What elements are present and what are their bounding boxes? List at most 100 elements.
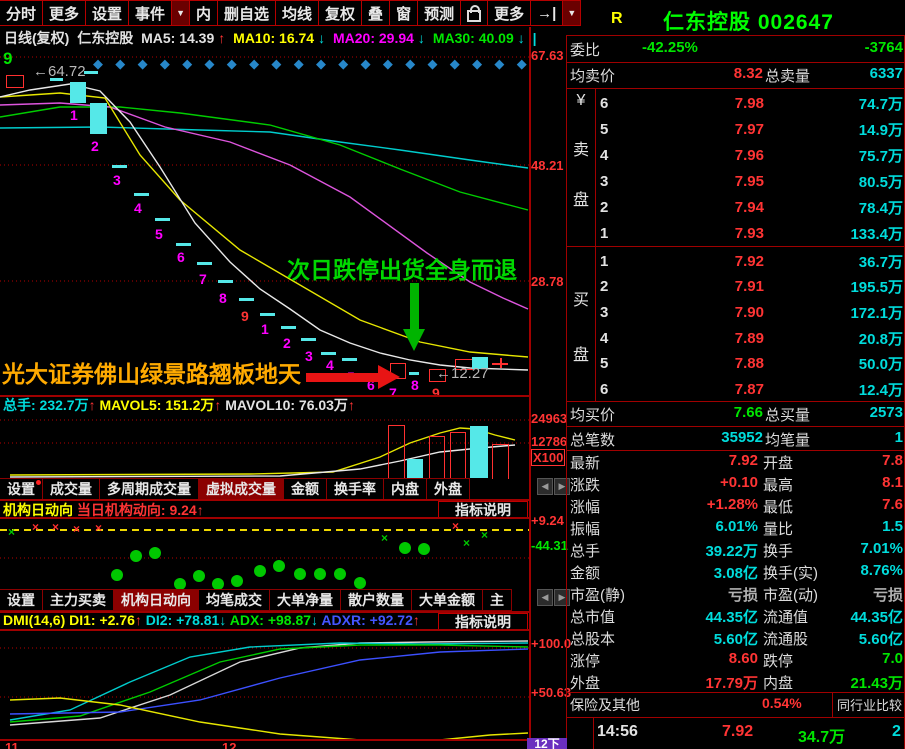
ind-tab-0[interactable]: 设置: [0, 589, 43, 611]
stat-left-value: 5.60亿: [713, 631, 758, 648]
vol-tab-6[interactable]: 内盘: [383, 478, 427, 500]
volume-panel[interactable]: 总手: 232.7万↑ MAVOL5: 151.2万↑ MAVOL10: 76.…: [0, 395, 529, 479]
stat-right-value: 21.43万: [850, 675, 903, 692]
right-arrow-head: [378, 365, 400, 389]
toolbar-lock-icon[interactable]: [460, 0, 489, 26]
ask-row-3[interactable]: 3 7.95 80.5万: [595, 168, 904, 194]
annotation-sell-text: 次日跌停出货全身而退: [287, 257, 517, 283]
bid-price: 7.87: [734, 381, 764, 398]
ask-volume: 75.7万: [858, 147, 903, 165]
ind-tab-3[interactable]: 均笔成交: [198, 589, 270, 611]
ask-row-1[interactable]: 1 7.93 133.4万: [595, 220, 904, 246]
vol-tab-5[interactable]: 换手率: [326, 478, 384, 500]
dmi-adx-down-icon: ↓: [311, 612, 319, 628]
vol-tab-4[interactable]: 金额: [283, 478, 327, 500]
quote-separator: [567, 692, 904, 693]
bid-row-4[interactable]: 4 7.89 20.8万: [595, 325, 904, 351]
ind-tab-6[interactable]: 大单金额: [411, 589, 483, 611]
drop-count-label: 7: [199, 271, 207, 287]
tab-prev-button-2[interactable]: ◀: [537, 589, 553, 606]
dmi-plot[interactable]: [0, 630, 529, 740]
stat-left-value: 亏损: [727, 587, 758, 604]
toolbar-button-0[interactable]: 分时: [0, 0, 44, 26]
drop-count-label: 9: [241, 308, 249, 324]
toolbar-to-end-icon[interactable]: →|: [530, 0, 564, 26]
stock-title: 仁东控股 002647: [663, 11, 834, 34]
stat-left-label: 涨幅: [570, 499, 601, 516]
toolbar-dropdown-icon-4[interactable]: ▼: [171, 0, 190, 26]
bid-row-1[interactable]: 1 7.92 36.7万: [595, 248, 904, 274]
axis-label: 28.78: [531, 274, 564, 289]
bid-row-2[interactable]: 2 7.91 195.5万: [595, 274, 904, 300]
toolbar-button-1[interactable]: 更多: [42, 0, 87, 26]
bid-volume: 12.4万: [858, 382, 903, 399]
stat-left-label: 涨跌: [570, 477, 601, 494]
toolbar-button-8[interactable]: 复权: [318, 0, 363, 26]
toolbar-dropdown-icon-15[interactable]: ▼: [562, 0, 582, 26]
ask-row-5[interactable]: 5 7.97 14.9万: [595, 116, 904, 142]
toolbar-button-11[interactable]: 预测: [417, 0, 462, 26]
ask-level: 6: [600, 94, 609, 112]
drop-count-label: 8: [219, 290, 227, 306]
inst-plot[interactable]: × × × × × × × × ×: [0, 518, 529, 589]
limit-down-marker-icon: ◆: [316, 56, 326, 71]
ask-row-6[interactable]: 6 7.98 74.7万: [595, 90, 904, 116]
ind-tab-4[interactable]: 大单净量: [269, 589, 341, 611]
ind-tab-5[interactable]: 散户数量: [340, 589, 412, 611]
toolbar-button-3[interactable]: 事件: [128, 0, 173, 26]
tab-prev-button[interactable]: ◀: [537, 478, 553, 495]
stat-left-value: +0.10: [720, 474, 758, 491]
bid-row-3[interactable]: 3 7.90 172.1万: [595, 299, 904, 325]
drop-count-label: 6: [177, 249, 185, 265]
inst-title: 机构日动向: [3, 502, 73, 518]
toolbar-button-5[interactable]: 内: [188, 0, 218, 26]
ma5-label: MA5: 14.39: [141, 30, 215, 46]
ask-price: 7.94: [734, 198, 764, 216]
toolbar-button-13[interactable]: 更多: [487, 0, 532, 26]
quote-separator: [567, 450, 904, 451]
vol-tab-3[interactable]: 虚拟成交量: [198, 478, 284, 500]
toolbar-button-10[interactable]: 窗: [389, 0, 419, 26]
limit-down-marker-icon: ◆: [516, 56, 527, 71]
dmi-di1-up-icon: ↑: [134, 612, 142, 628]
ask-price: 7.93: [734, 224, 764, 242]
drop-count-label: 3: [113, 172, 121, 188]
vol-tab-1[interactable]: 成交量: [42, 478, 100, 500]
vol-tab-7[interactable]: 外盘: [426, 478, 470, 500]
chart-period-label: 日线(复权): [4, 30, 70, 46]
stat-right-label: 最低: [763, 499, 794, 516]
panel-separator: [0, 739, 531, 741]
lots-row: 总笔数 35952 均笔量 1: [567, 429, 904, 451]
bid-row-5[interactable]: 5 7.88 50.0万: [595, 351, 904, 377]
main-price-chart[interactable]: 9 ←64.72 ←12.27 次日跌停出货全身而退 光大证券佛山绿景路翘板地天…: [0, 47, 529, 395]
vol-tab-2[interactable]: 多周期成交量: [99, 478, 199, 500]
candle: [239, 298, 254, 301]
ask-row-4[interactable]: 4 7.96 75.7万: [595, 142, 904, 168]
peer-compare-button[interactable]: 同行业比较: [837, 698, 903, 713]
toolbar-button-6[interactable]: 删自选: [217, 0, 277, 26]
ask-price: 7.97: [734, 120, 764, 138]
candle: [176, 243, 191, 246]
toolbar-button-2[interactable]: 设置: [85, 0, 130, 26]
limit-down-marker-icon: ◆: [137, 56, 148, 71]
ind-tab-2[interactable]: 机构日动向: [113, 589, 199, 611]
ind-tab-7[interactable]: 主: [482, 589, 512, 611]
limit-down-marker-icon: ◆: [182, 56, 193, 71]
bid-level: 6: [600, 381, 609, 398]
bid-volume: 20.8万: [858, 330, 903, 348]
toolbar-button-9[interactable]: 叠: [361, 0, 391, 26]
ind-tab-1[interactable]: 主力买卖: [42, 589, 114, 611]
stat-right-value: 8.1: [882, 474, 903, 491]
inst-help-button[interactable]: 指标说明: [438, 501, 528, 519]
x-axis-month-11: 11: [5, 740, 19, 749]
ask-row-2[interactable]: 2 7.94 78.4万: [595, 194, 904, 220]
industry-label[interactable]: 保险及其他: [570, 697, 640, 713]
dmi-panel-header: DMI(14,6) DI1: +2.76↑ DI2: +78.81↓ ADX: …: [0, 612, 532, 629]
ma10-label: MA10: 16.74: [233, 30, 315, 46]
stat-left-value: 44.35亿: [705, 609, 758, 626]
vol-tab-0[interactable]: 设置: [0, 478, 43, 500]
candle: [84, 71, 98, 74]
bid-row-6[interactable]: 6 7.87 12.4万: [595, 377, 904, 403]
avg-lot-label: 均笔量: [765, 432, 811, 449]
toolbar-button-7[interactable]: 均线: [275, 0, 320, 26]
